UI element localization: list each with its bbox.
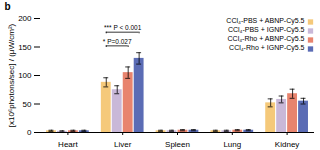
- svg-text:0: 0: [27, 128, 32, 137]
- svg-text:Lung: Lung: [223, 140, 241, 149]
- svg-text:Heart: Heart: [58, 140, 78, 149]
- svg-text:CCl₄-Rho + ABNP-Cy5.5: CCl₄-Rho + ABNP-Cy5.5: [228, 35, 305, 43]
- svg-text:Spleen: Spleen: [165, 140, 190, 149]
- svg-text:* P=0.027: * P=0.027: [103, 38, 132, 45]
- svg-text:Liver: Liver: [114, 140, 132, 149]
- svg-text:Kidney: Kidney: [275, 140, 299, 149]
- svg-text:100: 100: [18, 71, 32, 80]
- svg-text:*** P < 0.001: *** P < 0.001: [104, 24, 142, 31]
- svg-text:150: 150: [18, 43, 32, 52]
- svg-text:[x10⁶photons/sec] / (μW/cm²): [x10⁶photons/sec] / (μW/cm²): [7, 23, 16, 127]
- svg-text:50: 50: [23, 100, 32, 109]
- svg-text:CCl₄-Rho + IGNP-Cy5.5: CCl₄-Rho + IGNP-Cy5.5: [229, 44, 305, 52]
- svg-text:b: b: [5, 1, 11, 12]
- svg-text:200: 200: [18, 14, 32, 23]
- svg-text:CCl₄-PBS + IGNP-Cy5.5: CCl₄-PBS + IGNP-Cy5.5: [228, 26, 305, 34]
- svg-text:CCl₄-PBS + ABNP-Cy5.5: CCl₄-PBS + ABNP-Cy5.5: [226, 17, 304, 25]
